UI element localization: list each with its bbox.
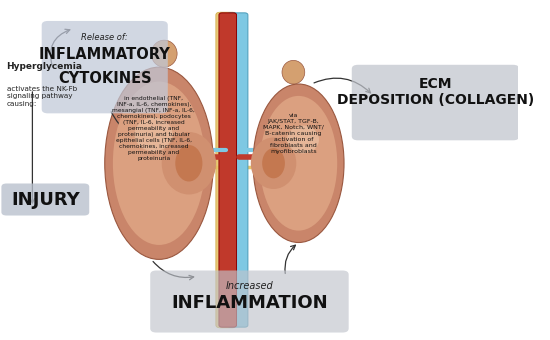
Text: CYTOKINES: CYTOKINES — [58, 70, 152, 86]
FancyBboxPatch shape — [150, 271, 349, 333]
Ellipse shape — [175, 145, 202, 182]
FancyBboxPatch shape — [227, 13, 248, 327]
Ellipse shape — [104, 67, 213, 259]
Ellipse shape — [135, 118, 173, 151]
Text: Increased: Increased — [226, 280, 273, 291]
Text: INFLAMMATION: INFLAMMATION — [171, 294, 328, 312]
Ellipse shape — [251, 137, 296, 189]
Text: INJURY: INJURY — [11, 191, 80, 209]
FancyBboxPatch shape — [42, 21, 168, 113]
Ellipse shape — [287, 125, 319, 153]
Ellipse shape — [282, 61, 305, 84]
Text: in endothelial (TNF,
INF-a, IL-6, chemokines),
mesangial (TNF, INF-a, IL-6,
chem: in endothelial (TNF, INF-a, IL-6, chemok… — [112, 96, 195, 161]
Text: activates the NK-Fb
signaling pathway
causing:: activates the NK-Fb signaling pathway ca… — [7, 86, 77, 107]
Ellipse shape — [162, 132, 216, 194]
FancyBboxPatch shape — [219, 13, 236, 327]
Text: Release of:: Release of: — [81, 33, 128, 42]
Ellipse shape — [151, 40, 177, 67]
FancyBboxPatch shape — [2, 184, 89, 216]
Ellipse shape — [262, 148, 285, 178]
Ellipse shape — [253, 84, 344, 242]
FancyBboxPatch shape — [216, 12, 236, 328]
Text: INFLAMMATORY: INFLAMMATORY — [39, 47, 170, 62]
Ellipse shape — [260, 96, 337, 231]
Text: via
JAK/STAT, TGF-B,
MAPK, Notch, WNT/
B-catenin causing
activation of
fibroblas: via JAK/STAT, TGF-B, MAPK, Notch, WNT/ B… — [263, 113, 324, 154]
Text: ECM
DEPOSITION (COLLAGEN): ECM DEPOSITION (COLLAGEN) — [337, 77, 534, 107]
Text: Hyperglycemia: Hyperglycemia — [7, 62, 82, 71]
Ellipse shape — [113, 82, 205, 245]
FancyBboxPatch shape — [352, 65, 519, 140]
